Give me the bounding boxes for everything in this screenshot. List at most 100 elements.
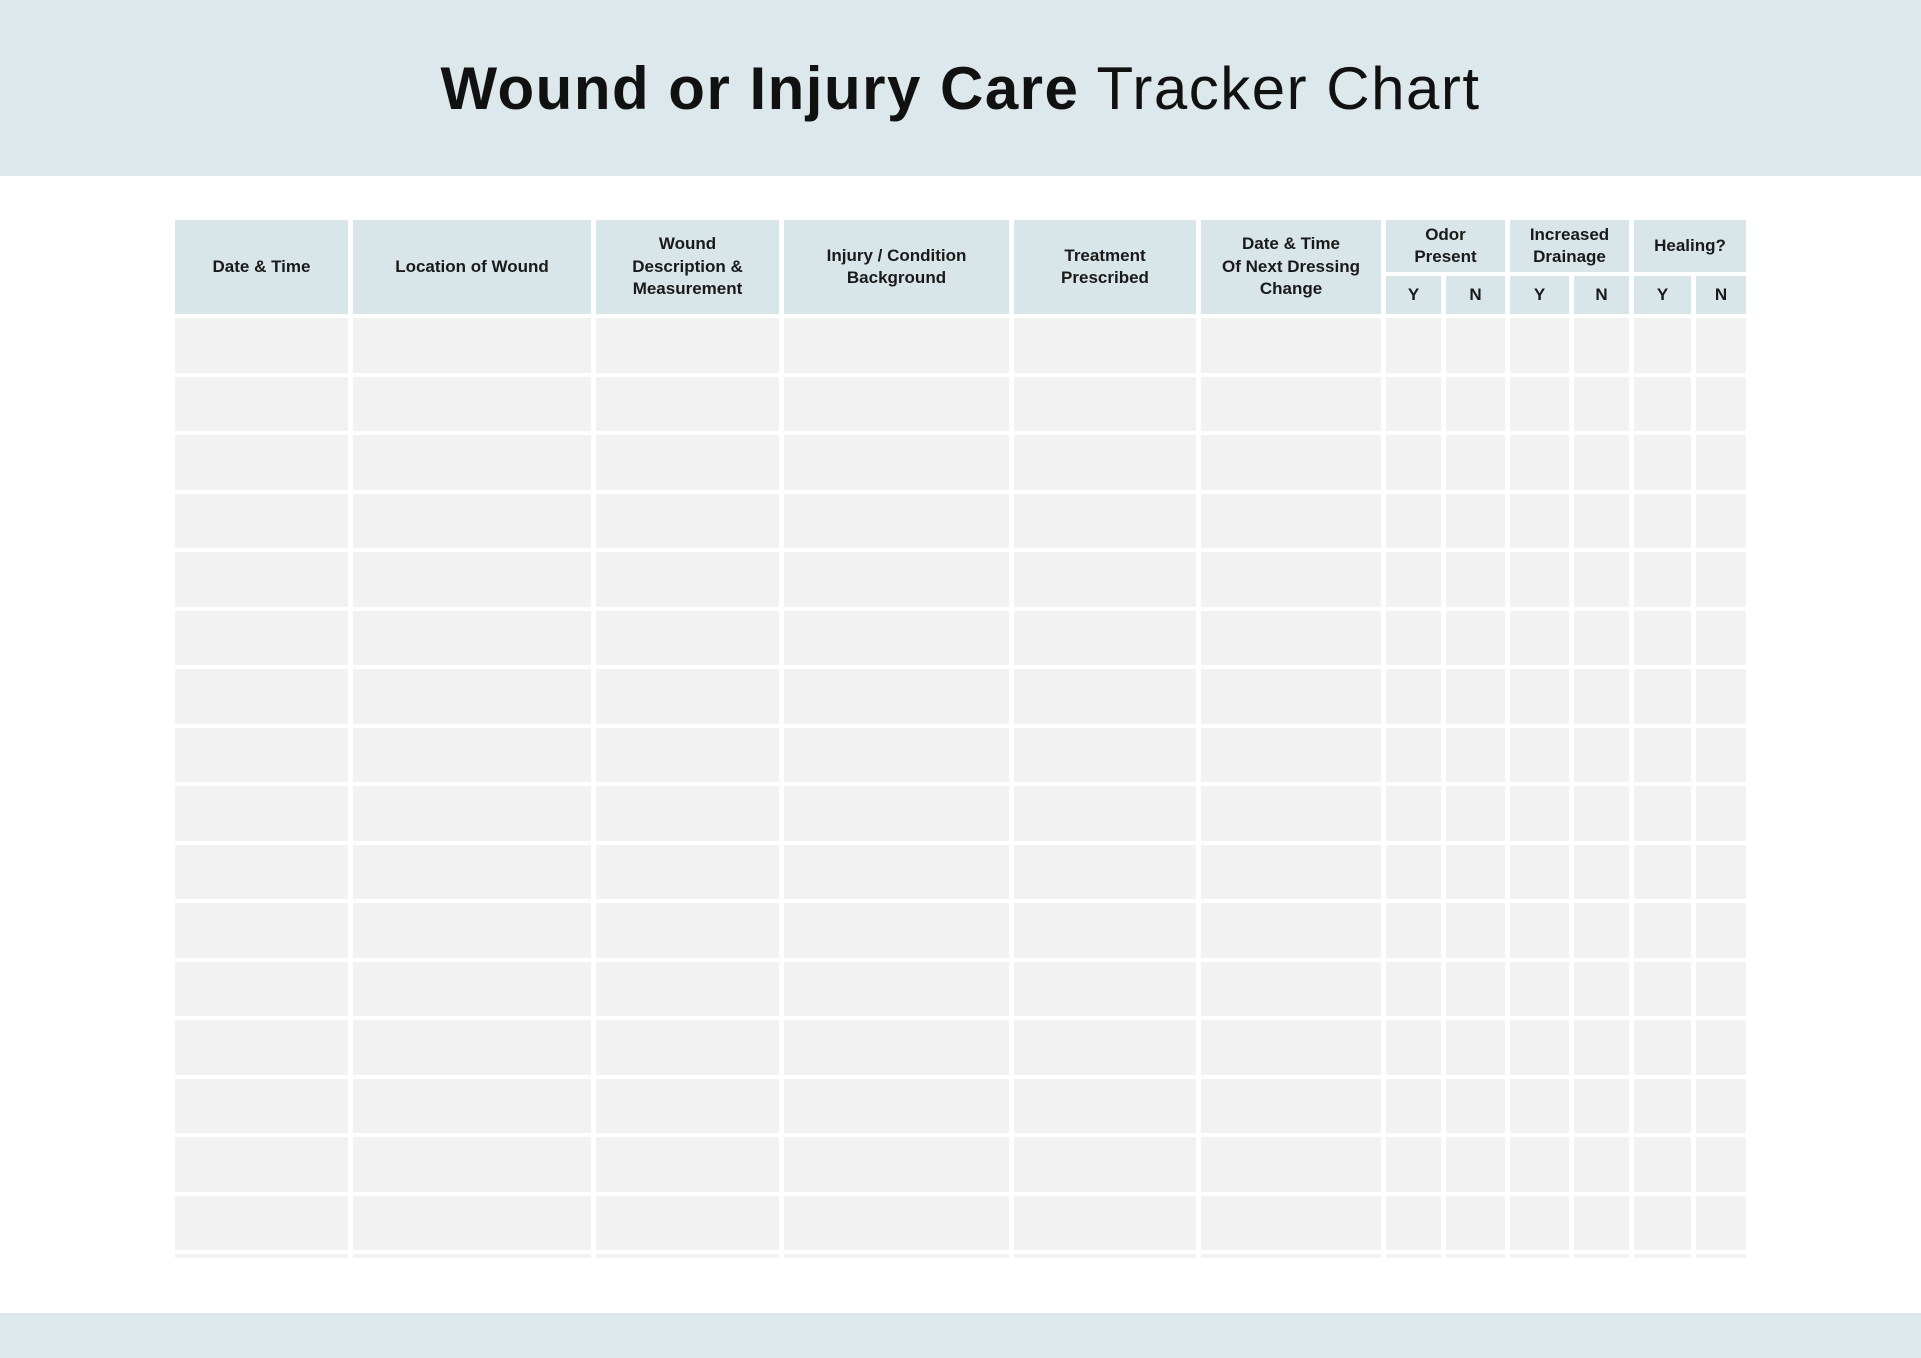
table-cell — [1696, 1254, 1747, 1258]
table-cell — [596, 903, 779, 958]
table-cell — [596, 610, 779, 665]
table-cell — [1574, 1254, 1630, 1258]
table-cell — [1574, 844, 1630, 899]
column-group-odor-present: Odor Present — [1386, 220, 1505, 272]
column-group-increased-drainage: Increased Drainage — [1510, 220, 1630, 272]
table-cell — [1696, 844, 1747, 899]
table-cell — [1696, 1137, 1747, 1192]
table-row — [175, 961, 1747, 1016]
table-cell — [1510, 844, 1569, 899]
table-body — [175, 318, 1747, 1258]
table-cell — [353, 844, 591, 899]
table-cell — [1201, 552, 1381, 607]
table-cell — [1201, 318, 1381, 373]
table-cell — [353, 493, 591, 548]
table-cell — [1386, 1020, 1441, 1075]
table-cell — [353, 318, 591, 373]
table-cell — [353, 1254, 591, 1258]
table-cell — [1446, 318, 1505, 373]
table-cell — [784, 493, 1009, 548]
table-cell — [1446, 1020, 1505, 1075]
subcolumn-header-healing-yes: Y — [1634, 276, 1692, 314]
table-cell — [1696, 552, 1747, 607]
table-cell — [1574, 610, 1630, 665]
table-cell — [596, 1078, 779, 1133]
table-cell — [1446, 376, 1505, 431]
table-cell — [175, 1195, 348, 1250]
table-cell — [1201, 844, 1381, 899]
table-cell — [1446, 961, 1505, 1016]
subcolumn-header-increased-drainage-no: N — [1574, 276, 1630, 314]
table-cell — [353, 1195, 591, 1250]
table-row-partial — [175, 1254, 1747, 1258]
table-cell — [1386, 610, 1441, 665]
table-cell — [1014, 961, 1196, 1016]
table-cell — [596, 786, 779, 841]
table-cell — [1634, 844, 1692, 899]
column-header-location-of-wound: Location of Wound — [353, 220, 591, 314]
subcolumn-header-odor-present-no: N — [1446, 276, 1505, 314]
table-cell — [1696, 727, 1747, 782]
table-cell — [1696, 1020, 1747, 1075]
table-cell — [784, 727, 1009, 782]
table-cell — [353, 1020, 591, 1075]
table-cell — [1634, 1137, 1692, 1192]
table-cell — [1446, 1254, 1505, 1258]
table-cell — [1014, 376, 1196, 431]
table-cell — [784, 1137, 1009, 1192]
table-row — [175, 903, 1747, 958]
table-cell — [1574, 1195, 1630, 1250]
table-cell — [1201, 376, 1381, 431]
table-cell — [1014, 844, 1196, 899]
table-cell — [1696, 669, 1747, 724]
table-cell — [1696, 1195, 1747, 1250]
table-cell — [1510, 1254, 1569, 1258]
table-cell — [1201, 1020, 1381, 1075]
table-cell — [596, 552, 779, 607]
table-cell — [1510, 318, 1569, 373]
table-cell — [1510, 786, 1569, 841]
table-cell — [596, 1195, 779, 1250]
table-cell — [1386, 669, 1441, 724]
table-cell — [1386, 552, 1441, 607]
table-cell — [175, 1020, 348, 1075]
table-cell — [784, 610, 1009, 665]
table-cell — [1634, 493, 1692, 548]
table-cell — [1201, 1137, 1381, 1192]
title-banner: Wound or Injury Care Tracker Chart — [0, 0, 1921, 176]
subcolumn-header-increased-drainage-yes: Y — [1510, 276, 1569, 314]
table-cell — [1574, 376, 1630, 431]
table-cell — [1014, 669, 1196, 724]
table-cell — [1696, 318, 1747, 373]
table-cell — [1510, 1078, 1569, 1133]
table-cell — [596, 1020, 779, 1075]
table-cell — [175, 1078, 348, 1133]
table-cell — [784, 903, 1009, 958]
table-cell — [1386, 903, 1441, 958]
column-header-treatment-prescribed: Treatment Prescribed — [1014, 220, 1196, 314]
table-cell — [1510, 493, 1569, 548]
table-cell — [1574, 493, 1630, 548]
table-cell — [1386, 435, 1441, 490]
table-cell — [1446, 669, 1505, 724]
column-group-healing: Healing? — [1634, 220, 1747, 272]
table-cell — [1386, 376, 1441, 431]
table-row — [175, 376, 1747, 431]
table-cell — [1446, 1078, 1505, 1133]
table-cell — [175, 669, 348, 724]
table-cell — [1386, 1195, 1441, 1250]
table-cell — [1014, 610, 1196, 665]
table-cell — [1696, 435, 1747, 490]
table-cell — [596, 493, 779, 548]
table-cell — [1634, 1254, 1692, 1258]
table-cell — [175, 493, 348, 548]
table-cell — [175, 610, 348, 665]
table-cell — [596, 727, 779, 782]
table-cell — [1201, 961, 1381, 1016]
table-cell — [596, 318, 779, 373]
table-cell — [784, 961, 1009, 1016]
table-cell — [1386, 1078, 1441, 1133]
table-cell — [1201, 1195, 1381, 1250]
table-cell — [1386, 786, 1441, 841]
